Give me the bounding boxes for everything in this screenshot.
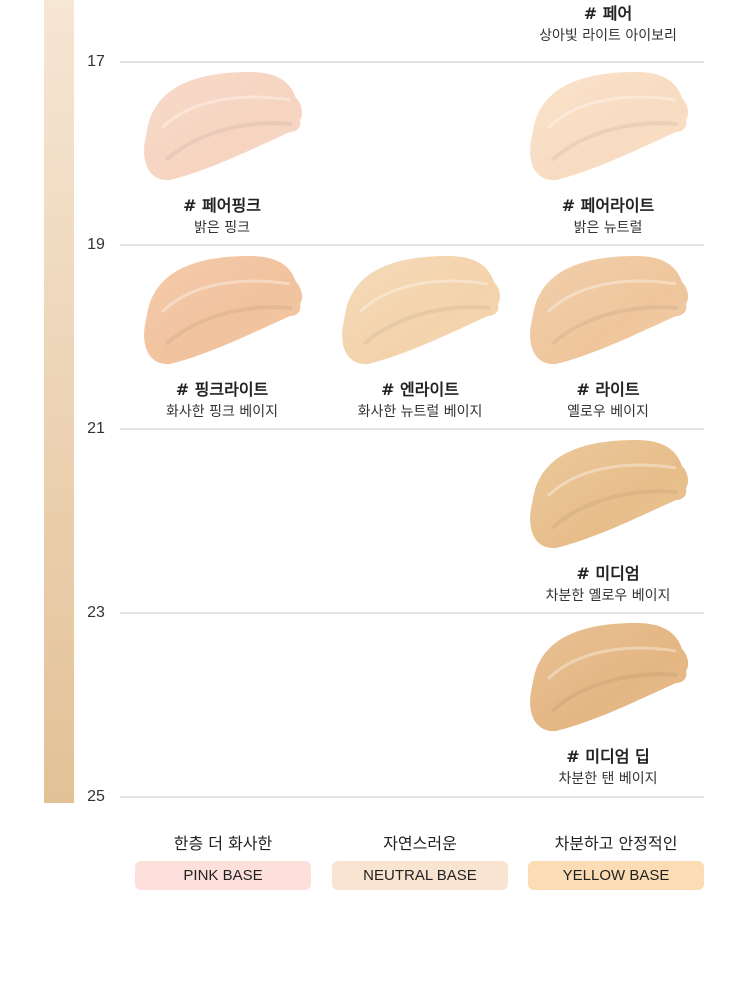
base-yellow: 차분하고 안정적인 YELLOW BASE <box>528 832 704 890</box>
cushion-swatch <box>530 440 689 549</box>
scale-tick-label: 21 <box>87 420 105 437</box>
scale-tick-label: 17 <box>87 53 105 70</box>
shade-scale-gradient-bar <box>44 0 74 803</box>
base-description: 차분하고 안정적인 <box>554 834 678 853</box>
grid-line <box>120 61 704 63</box>
base-neutral: 자연스러운 NEUTRAL BASE <box>332 832 508 890</box>
shade-item: # 미디엄 딥 차분한 탠 베이지 <box>508 621 708 789</box>
shade-name: # 라이트 <box>576 380 640 399</box>
cushion-swatch <box>530 256 689 365</box>
shade-description: 상아빛 라이트 아이보리 <box>539 28 677 44</box>
cushion-swatch <box>530 72 689 181</box>
shade-description: 화사한 뉴트럴 베이지 <box>357 404 483 420</box>
cushion-swatch <box>342 256 501 365</box>
grid-line <box>120 244 704 246</box>
base-description: 자연스러운 <box>383 834 457 853</box>
shade-fair: # 페어 상아빛 라이트 아이보리 <box>508 4 708 46</box>
shade-name: # 미디엄 <box>576 564 640 583</box>
shade-description: 옐로우 베이지 <box>567 404 649 420</box>
shade-item: # 페어라이트 밝은 뉴트럴 <box>508 70 708 238</box>
shade-item: # 엔라이트 화사한 뉴트럴 베이지 <box>320 254 520 422</box>
cushion-swatch <box>530 623 689 732</box>
shade-name: # 페어라이트 <box>561 196 655 215</box>
shade-name: # 엔라이트 <box>381 380 459 399</box>
grid-line <box>120 612 704 614</box>
cushion-swatch <box>144 72 303 181</box>
cushion-swatch <box>144 256 303 365</box>
shade-name: # 페어 <box>583 4 633 23</box>
grid-line <box>120 796 704 798</box>
shade-description: 밝은 핑크 <box>194 220 250 236</box>
grid-line <box>120 428 704 430</box>
shade-description: 차분한 옐로우 베이지 <box>545 588 671 604</box>
scale-tick-label: 25 <box>87 788 105 805</box>
shade-name: # 미디엄 딥 <box>566 747 650 766</box>
shade-item: # 페어핑크 밝은 핑크 <box>122 70 322 238</box>
shade-name: # 페어핑크 <box>183 196 261 215</box>
scale-tick-label: 19 <box>87 236 105 253</box>
shade-name: # 핑크라이트 <box>175 380 269 399</box>
shade-description: 차분한 탠 베이지 <box>558 771 658 787</box>
base-badge: NEUTRAL BASE <box>332 861 508 890</box>
scale-tick-label: 23 <box>87 604 105 621</box>
base-pink: 한층 더 화사한 PINK BASE <box>135 832 311 890</box>
shade-description: 밝은 뉴트럴 <box>573 220 643 236</box>
shade-item: # 핑크라이트 화사한 핑크 베이지 <box>122 254 322 422</box>
base-badge: PINK BASE <box>135 861 311 890</box>
base-badge: YELLOW BASE <box>528 861 704 890</box>
shade-item: # 라이트 옐로우 베이지 <box>508 254 708 422</box>
base-description: 한층 더 화사한 <box>173 834 273 853</box>
shade-description: 화사한 핑크 베이지 <box>166 404 278 420</box>
shade-item: # 미디엄 차분한 옐로우 베이지 <box>508 438 708 606</box>
